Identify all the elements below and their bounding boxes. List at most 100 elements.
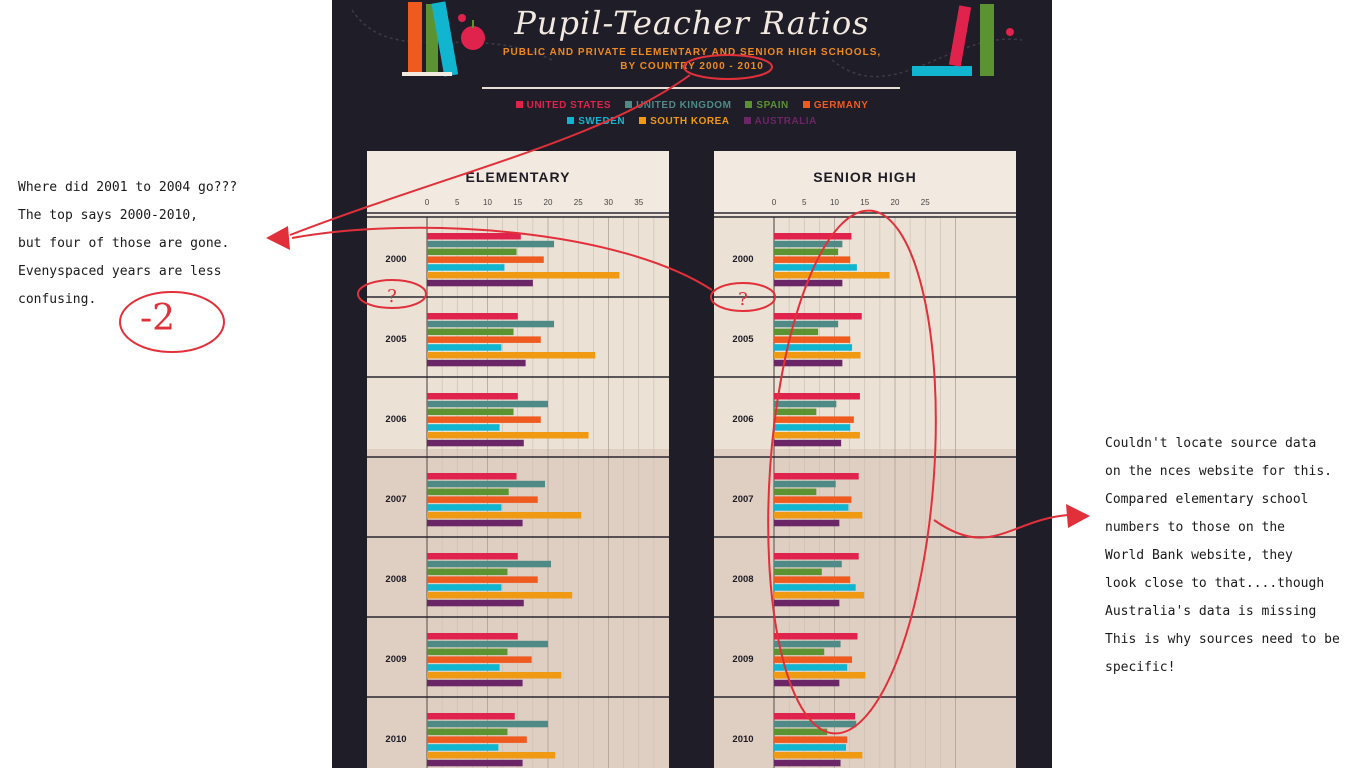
bar [774, 759, 841, 767]
year-label: 2007 [385, 494, 407, 505]
year-label: 2009 [385, 654, 407, 665]
bar [774, 328, 819, 336]
tick-label: 0 [771, 198, 777, 207]
legend-label: UNITED KINGDOM [636, 100, 732, 111]
year-label: 2007 [732, 494, 754, 505]
year-label: 2010 [385, 734, 407, 745]
year-label: 2006 [385, 414, 407, 425]
annotation-line: This is why sources need to be [1105, 632, 1340, 647]
bar [774, 352, 861, 359]
year-label: 2009 [732, 654, 754, 665]
bar [427, 664, 500, 671]
bar [774, 344, 853, 351]
bar [774, 728, 828, 736]
legend-label: SWEDEN [578, 116, 626, 127]
bar [427, 328, 514, 336]
legend-item: AUSTRALIA [743, 115, 817, 129]
bar [427, 439, 524, 447]
bar [774, 416, 854, 423]
bar [427, 400, 548, 408]
bar [774, 679, 840, 687]
bar [774, 713, 856, 720]
bar [427, 313, 518, 320]
bar [774, 656, 853, 663]
tick-label: 20 [543, 198, 553, 207]
bar [774, 640, 841, 648]
bar [427, 424, 500, 431]
bar [774, 568, 822, 576]
bar [427, 633, 518, 640]
bar [427, 752, 556, 759]
tick-label: 15 [513, 198, 523, 207]
bar [427, 336, 541, 343]
bar [427, 640, 548, 648]
bar [427, 560, 552, 568]
year-label: 2006 [732, 414, 754, 425]
subtitle-line-1: PUBLIC AND PRIVATE ELEMENTARY AND SENIOR… [502, 47, 882, 58]
bar [427, 432, 589, 439]
bar [774, 633, 858, 640]
bar [427, 592, 573, 599]
bar [774, 512, 863, 519]
bar [427, 416, 541, 423]
bar [427, 553, 518, 560]
annotation-line: on the nces website for this. [1105, 464, 1332, 479]
bar [774, 592, 865, 599]
bar [427, 496, 538, 503]
year-label: 2010 [732, 734, 754, 745]
legend-item: SPAIN [745, 99, 788, 113]
bar [774, 424, 851, 431]
apple-icon [461, 20, 485, 50]
annotation-line: Couldn't locate source data [1105, 436, 1317, 451]
bar [774, 720, 857, 728]
bar [427, 264, 505, 271]
bar [427, 736, 527, 743]
legend-label: UNITED STATES [526, 100, 612, 111]
bar [427, 408, 514, 416]
bar [774, 279, 843, 287]
bar [774, 272, 890, 279]
bar [774, 336, 851, 343]
bar [774, 480, 836, 488]
panel-header [714, 151, 1016, 215]
bar [427, 599, 524, 607]
bar [774, 473, 859, 480]
legend-label: GERMANY [813, 100, 869, 111]
bar [774, 488, 817, 496]
legend-item: GERMANY [802, 99, 869, 113]
legend-item: UNITED STATES [515, 99, 612, 113]
bar [427, 713, 515, 720]
year-label: 2000 [385, 254, 407, 265]
bar [427, 240, 555, 248]
legend-label: SPAIN [756, 100, 789, 111]
bar [774, 504, 849, 511]
legend-item: UNITED KINGDOM [625, 99, 731, 113]
legend-swatch [625, 101, 633, 108]
bar [427, 233, 521, 240]
bar [774, 313, 862, 320]
bar [427, 248, 517, 256]
tick-label: 30 [604, 198, 613, 207]
bar [774, 672, 866, 679]
senior-high-chart-svg [714, 212, 1016, 768]
books-right-icon [912, 4, 994, 76]
bar [774, 400, 837, 408]
legend-swatch [745, 101, 753, 108]
tick-label: 20 [890, 198, 900, 207]
bar [774, 599, 840, 607]
bar [774, 744, 846, 751]
bar [774, 408, 817, 416]
panel-title-senior-high: SENIOR HIGH [813, 169, 917, 185]
bar [427, 648, 508, 656]
bar [774, 240, 843, 248]
tick-label: 10 [483, 198, 492, 207]
bar [427, 393, 518, 400]
bar [774, 584, 856, 591]
annotation-line: confusing. [18, 292, 97, 307]
bar [427, 480, 545, 488]
bar [774, 248, 839, 256]
bar [774, 496, 852, 503]
tick-label: 5 [802, 198, 807, 207]
bar [774, 752, 863, 759]
bar [427, 504, 502, 511]
